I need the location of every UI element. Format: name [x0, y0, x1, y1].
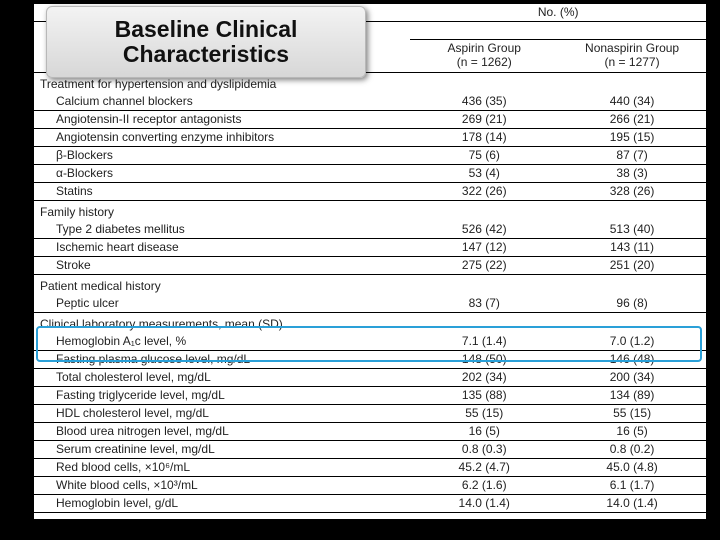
row-label: Stroke — [34, 257, 410, 275]
row-label: Peptic ulcer — [34, 295, 410, 313]
row-value-b: 96 (8) — [558, 295, 706, 313]
header-group-a: Aspirin Group (n = 1262) — [410, 40, 558, 73]
section-label: Clinical laboratory measurements, mean (… — [34, 313, 706, 334]
slide: No. (%) Aspirin Group (n = 1262) Nonaspi… — [0, 0, 720, 540]
row-label: β-Blockers — [34, 147, 410, 165]
row-label: Fasting triglyceride level, mg/dL — [34, 387, 410, 405]
row-label: White blood cells, ×10³/mL — [34, 477, 410, 495]
row-value-a: 14.0 (1.4) — [410, 495, 558, 513]
row-value-b: 14.0 (1.4) — [558, 495, 706, 513]
section-label: Family history — [34, 201, 706, 222]
table-section-header: Family history — [34, 201, 706, 222]
table-row: Statins322 (26)328 (26) — [34, 183, 706, 201]
table-row: Calcium channel blockers436 (35)440 (34) — [34, 93, 706, 111]
row-value-b: 266 (21) — [558, 111, 706, 129]
row-value-a: 83 (7) — [410, 295, 558, 313]
row-value-a: 6.2 (1.6) — [410, 477, 558, 495]
row-value-b: 55 (15) — [558, 405, 706, 423]
row-label: HDL cholesterol level, mg/dL — [34, 405, 410, 423]
table-row: Peptic ulcer83 (7)96 (8) — [34, 295, 706, 313]
row-label: Angiotensin converting enzyme inhibitors — [34, 129, 410, 147]
row-value-b: 87 (7) — [558, 147, 706, 165]
row-value-b: 7.0 (1.2) — [558, 333, 706, 351]
row-label: Type 2 diabetes mellitus — [34, 221, 410, 239]
section-label: Patient medical history — [34, 275, 706, 296]
group-b-name: Nonaspirin Group — [585, 41, 679, 55]
row-value-b: 134 (89) — [558, 387, 706, 405]
row-value-a: 0.8 (0.3) — [410, 441, 558, 459]
table-row: Red blood cells, ×10⁶/mL45.2 (4.7)45.0 (… — [34, 459, 706, 477]
row-value-b: 200 (34) — [558, 369, 706, 387]
row-value-b: 143 (11) — [558, 239, 706, 257]
table-row: Ischemic heart disease147 (12)143 (11) — [34, 239, 706, 257]
row-value-b: 328 (26) — [558, 183, 706, 201]
table-section-header: Patient medical history — [34, 275, 706, 296]
row-label: Total cholesterol level, mg/dL — [34, 369, 410, 387]
clinical-table: No. (%) Aspirin Group (n = 1262) Nonaspi… — [34, 4, 706, 513]
row-value-a: 75 (6) — [410, 147, 558, 165]
row-value-b: 16 (5) — [558, 423, 706, 441]
row-label: Hemoglobin A₁c level, % — [34, 333, 410, 351]
row-value-a: 7.1 (1.4) — [410, 333, 558, 351]
row-value-a: 135 (88) — [410, 387, 558, 405]
table-row: β-Blockers75 (6)87 (7) — [34, 147, 706, 165]
row-value-a: 53 (4) — [410, 165, 558, 183]
row-value-a: 275 (22) — [410, 257, 558, 275]
table-row: Total cholesterol level, mg/dL202 (34)20… — [34, 369, 706, 387]
row-value-b: 0.8 (0.2) — [558, 441, 706, 459]
table-row: Angiotensin-II receptor antagonists269 (… — [34, 111, 706, 129]
row-value-a: 147 (12) — [410, 239, 558, 257]
row-label: Red blood cells, ×10⁶/mL — [34, 459, 410, 477]
row-label: Statins — [34, 183, 410, 201]
row-label: Calcium channel blockers — [34, 93, 410, 111]
row-label: α-Blockers — [34, 165, 410, 183]
row-label: Serum creatinine level, mg/dL — [34, 441, 410, 459]
row-value-b: 45.0 (4.8) — [558, 459, 706, 477]
row-value-a: 148 (50) — [410, 351, 558, 369]
row-value-b: 251 (20) — [558, 257, 706, 275]
group-a-n: (n = 1262) — [457, 55, 512, 69]
header-super: No. (%) — [410, 4, 706, 22]
row-label: Hemoglobin level, g/dL — [34, 495, 410, 513]
group-b-n: (n = 1277) — [605, 55, 660, 69]
table-body: Treatment for hypertension and dyslipide… — [34, 73, 706, 513]
table-row: Blood urea nitrogen level, mg/dL16 (5)16… — [34, 423, 706, 441]
row-value-b: 195 (15) — [558, 129, 706, 147]
table-row: Fasting plasma glucose level, mg/dL148 (… — [34, 351, 706, 369]
table-row: Serum creatinine level, mg/dL0.8 (0.3)0.… — [34, 441, 706, 459]
table-row: Hemoglobin level, g/dL14.0 (1.4)14.0 (1.… — [34, 495, 706, 513]
row-value-b: 6.1 (1.7) — [558, 477, 706, 495]
group-a-name: Aspirin Group — [448, 41, 521, 55]
row-label: Angiotensin-II receptor antagonists — [34, 111, 410, 129]
table-row: Hemoglobin A₁c level, %7.1 (1.4)7.0 (1.2… — [34, 333, 706, 351]
row-value-a: 526 (42) — [410, 221, 558, 239]
table-row: Angiotensin converting enzyme inhibitors… — [34, 129, 706, 147]
row-value-a: 16 (5) — [410, 423, 558, 441]
row-value-a: 322 (26) — [410, 183, 558, 201]
row-label: Fasting plasma glucose level, mg/dL — [34, 351, 410, 369]
table-row: Stroke275 (22)251 (20) — [34, 257, 706, 275]
table-row: Fasting triglyceride level, mg/dL135 (88… — [34, 387, 706, 405]
header-group-b: Nonaspirin Group (n = 1277) — [558, 40, 706, 73]
table-section-header: Clinical laboratory measurements, mean (… — [34, 313, 706, 334]
row-value-b: 440 (34) — [558, 93, 706, 111]
row-value-b: 513 (40) — [558, 221, 706, 239]
row-value-a: 55 (15) — [410, 405, 558, 423]
table-row: α-Blockers53 (4)38 (3) — [34, 165, 706, 183]
row-value-a: 436 (35) — [410, 93, 558, 111]
table-row: HDL cholesterol level, mg/dL55 (15)55 (1… — [34, 405, 706, 423]
row-label: Ischemic heart disease — [34, 239, 410, 257]
row-label: Blood urea nitrogen level, mg/dL — [34, 423, 410, 441]
slide-title: Baseline Clinical Characteristics — [46, 6, 366, 78]
clinical-table-container: No. (%) Aspirin Group (n = 1262) Nonaspi… — [34, 4, 706, 519]
row-value-a: 178 (14) — [410, 129, 558, 147]
table-row: White blood cells, ×10³/mL6.2 (1.6)6.1 (… — [34, 477, 706, 495]
row-value-a: 45.2 (4.7) — [410, 459, 558, 477]
table-row: Type 2 diabetes mellitus526 (42)513 (40) — [34, 221, 706, 239]
row-value-a: 269 (21) — [410, 111, 558, 129]
row-value-a: 202 (34) — [410, 369, 558, 387]
row-value-b: 38 (3) — [558, 165, 706, 183]
row-value-b: 146 (48) — [558, 351, 706, 369]
